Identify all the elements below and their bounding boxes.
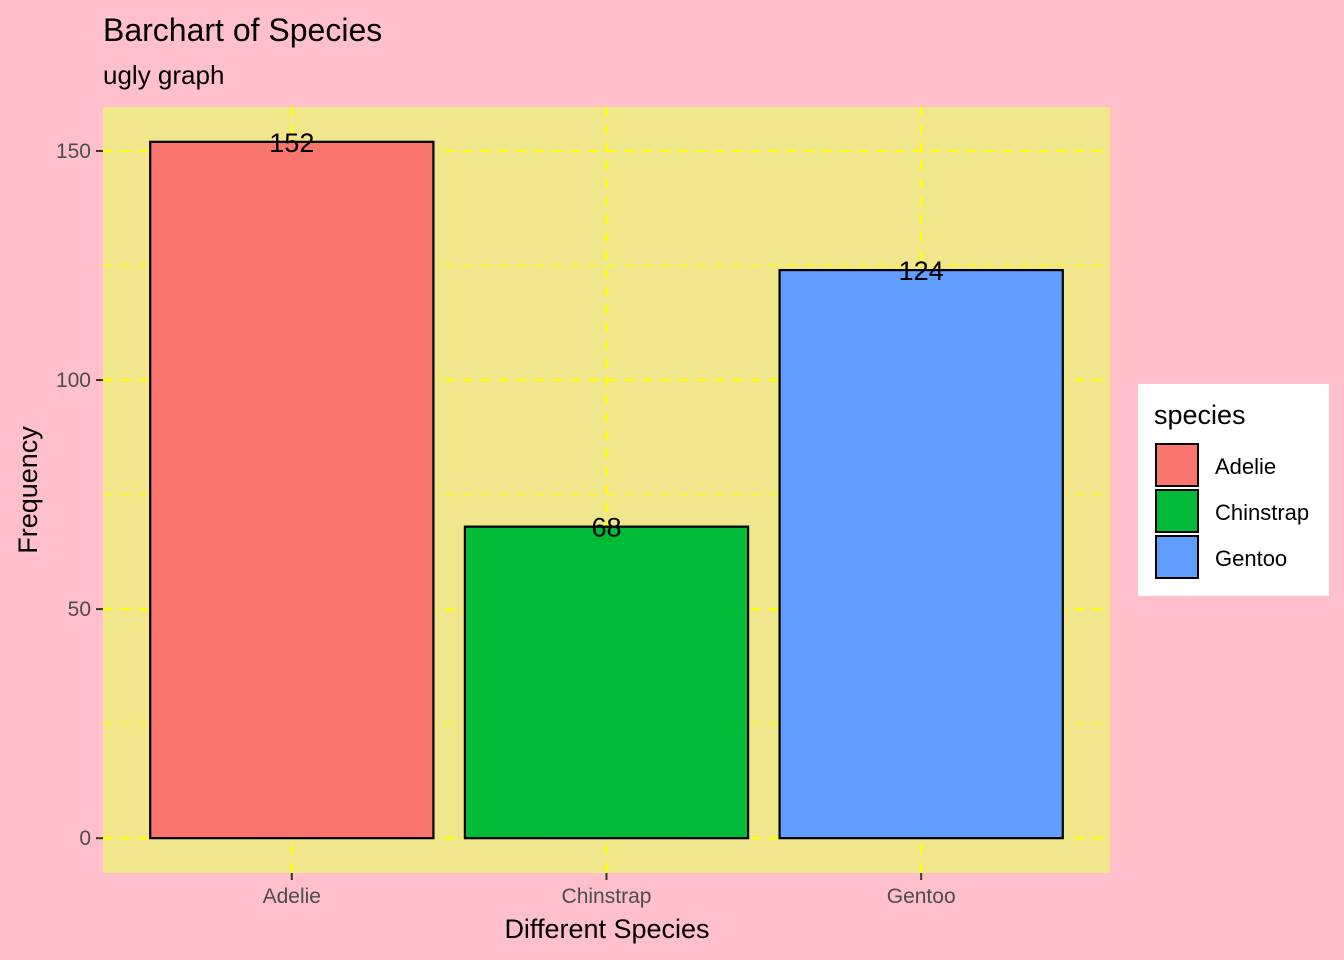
bars bbox=[149, 140, 1064, 840]
data-label-gentoo: 124 bbox=[899, 256, 944, 286]
x-tick-label: Gentoo bbox=[887, 885, 956, 908]
legend-label-chinstrap: Chinstrap bbox=[1215, 500, 1309, 525]
x-axis-title: Different Species bbox=[504, 914, 709, 944]
x-axis: Adelie Chinstrap Gentoo bbox=[263, 873, 956, 908]
bar-gentoo bbox=[778, 268, 1064, 840]
y-tick-label: 150 bbox=[56, 140, 91, 163]
y-tick-label: 0 bbox=[79, 827, 91, 850]
y-axis-title: Frequency bbox=[13, 426, 43, 554]
x-tick-label: Chinstrap bbox=[562, 885, 652, 908]
y-tick-label: 50 bbox=[68, 598, 91, 621]
legend-label-adelie: Adelie bbox=[1215, 454, 1276, 479]
chart-subtitle: ugly graph bbox=[103, 60, 224, 90]
legend-items: Adelie Chinstrap Gentoo bbox=[1155, 443, 1309, 579]
bar-adelie bbox=[149, 140, 435, 840]
chart-title: Barchart of Species bbox=[103, 12, 382, 48]
data-label-chinstrap: 68 bbox=[591, 513, 621, 543]
legend-label-gentoo: Gentoo bbox=[1215, 546, 1287, 571]
x-tick-label: Adelie bbox=[263, 885, 321, 908]
data-label-adelie: 152 bbox=[269, 128, 314, 158]
legend-key-adelie bbox=[1155, 443, 1199, 487]
bar-chinstrap bbox=[463, 525, 750, 840]
y-axis: 0 50 100 150 bbox=[56, 140, 103, 850]
y-tick-label: 100 bbox=[56, 369, 91, 392]
data-labels: 152 68 124 bbox=[269, 128, 943, 543]
legend-key-gentoo bbox=[1155, 535, 1199, 579]
legend-key-chinstrap bbox=[1155, 489, 1199, 533]
legend-title: species bbox=[1154, 400, 1246, 430]
legend: species Adelie Chinstrap Gentoo bbox=[1138, 384, 1329, 596]
